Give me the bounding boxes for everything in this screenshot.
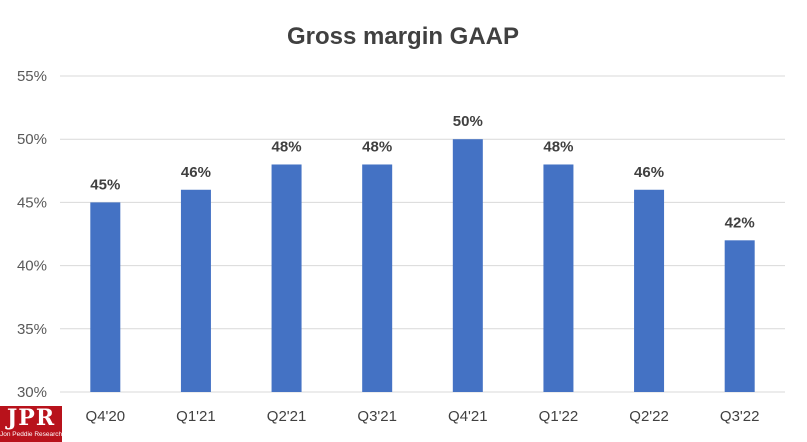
data-label: 42%	[725, 214, 755, 231]
bar	[90, 202, 121, 392]
bar	[452, 139, 483, 392]
bar	[543, 164, 574, 392]
data-label: 48%	[543, 138, 573, 155]
x-tick-label: Q4'21	[448, 408, 488, 425]
x-tick-label: Q2'21	[267, 408, 307, 425]
logo-sub-text: Jon Peddie Research	[0, 431, 63, 438]
data-label: 45%	[90, 176, 120, 193]
gridlines	[60, 75, 785, 393]
y-tick-label: 45%	[17, 194, 47, 211]
data-label: 50%	[453, 113, 483, 130]
bar	[180, 189, 211, 392]
chart-title: Gross margin GAAP	[287, 23, 519, 50]
x-tick-label: Q2'22	[629, 408, 669, 425]
x-tick-label: Q1'22	[539, 408, 579, 425]
x-axis-ticks: Q4'20 Q1'21 Q2'21 Q3'21 Q4'21 Q1'22 Q2'22 Q3'22	[86, 408, 760, 425]
bars	[90, 139, 755, 392]
y-axis-ticks: 30% 35% 40% 45% 50% 55%	[17, 68, 47, 401]
bar	[724, 240, 755, 392]
x-tick-label: Q3'21	[357, 408, 397, 425]
y-tick-label: 40%	[17, 258, 47, 275]
x-tick-label: Q3'22	[720, 408, 760, 425]
y-tick-label: 35%	[17, 321, 47, 338]
data-labels: 45% 46% 48% 48% 50% 48% 46% 42%	[90, 113, 754, 231]
x-tick-label: Q1'21	[176, 408, 216, 425]
bar	[271, 164, 302, 392]
jpr-logo: JPR Jon Peddie Research	[0, 406, 62, 442]
x-tick-label: Q4'20	[86, 408, 126, 425]
data-label: 46%	[634, 164, 664, 181]
logo-main-text: JPR	[6, 405, 56, 431]
bar	[362, 164, 393, 392]
data-label: 48%	[272, 138, 302, 155]
y-tick-label: 55%	[17, 68, 47, 85]
y-tick-label: 30%	[17, 384, 47, 401]
y-tick-label: 50%	[17, 131, 47, 148]
data-label: 48%	[362, 138, 392, 155]
data-label: 46%	[181, 164, 211, 181]
bar	[634, 189, 665, 392]
